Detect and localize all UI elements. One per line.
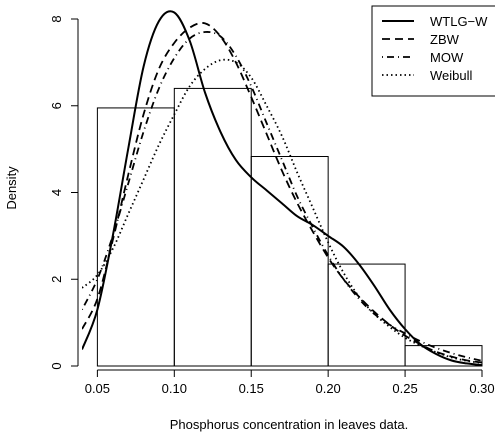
y-tick-label: 4: [49, 189, 64, 196]
x-tick-label: 0.15: [239, 381, 264, 396]
legend-entry-label: Weibull: [430, 68, 473, 83]
x-tick-label: 0.30: [469, 381, 494, 396]
series-line-zbw: [82, 22, 482, 364]
y-tick-label: 2: [49, 276, 64, 283]
legend-entry-label: ZBW: [430, 32, 460, 47]
series-line-weibull: [82, 58, 482, 364]
x-tick-label: 0.10: [162, 381, 187, 396]
series-line-mow: [82, 31, 482, 362]
x-axis-label: Phosphorus concentration in leaves data.: [170, 417, 409, 432]
legend-entry-label: WTLG−W: [430, 14, 488, 29]
histogram-bar: [404, 345, 483, 367]
y-axis-label: Density: [4, 166, 19, 210]
y-tick-label: 6: [49, 102, 64, 109]
y-tick-label: 0: [49, 362, 64, 369]
density-curves: [82, 10, 482, 366]
x-tick-label: 0.05: [85, 381, 110, 396]
histogram-bar: [96, 107, 175, 367]
histogram-bars: [96, 87, 483, 367]
axes: 0.05 0.10 0.15 0.20 0.25 0.30 0 2 4 6 8: [49, 15, 495, 396]
legend: WTLG−W ZBW MOW Weibull: [371, 5, 495, 97]
histogram-bar: [327, 263, 406, 367]
histogram-bar: [173, 87, 252, 367]
x-tick-label: 0.20: [315, 381, 340, 396]
y-tick-label: 8: [49, 15, 64, 22]
legend-entry-label: MOW: [430, 50, 464, 65]
x-tick-label: 0.25: [392, 381, 417, 396]
